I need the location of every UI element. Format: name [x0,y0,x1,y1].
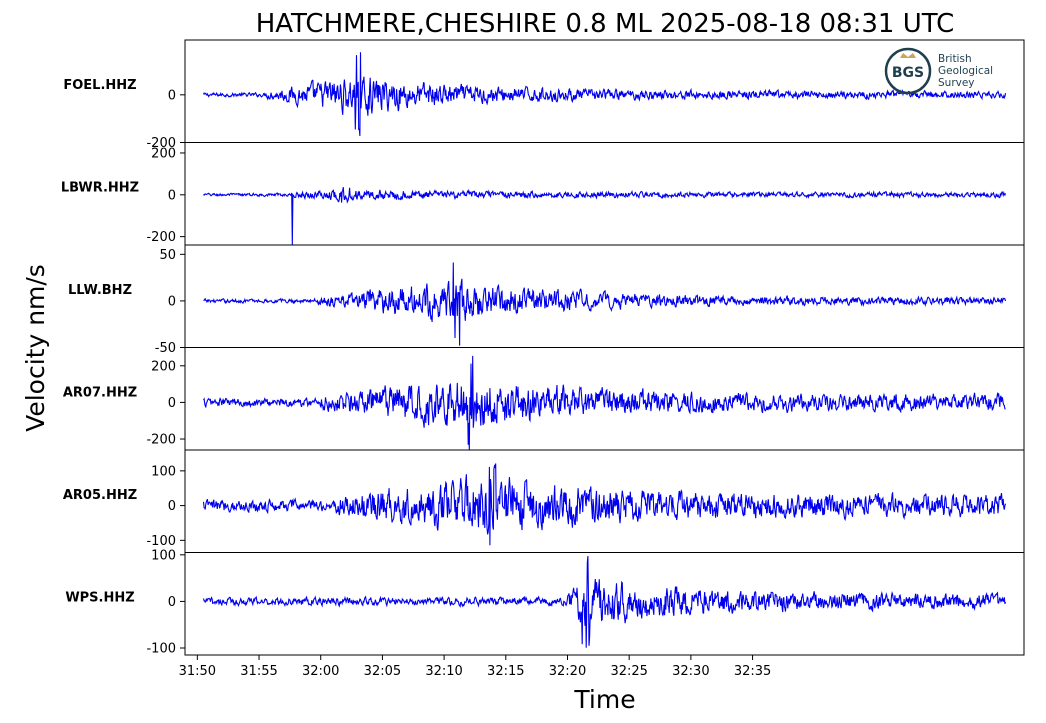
y-tick-label: -100 [146,534,176,549]
station-label: LLW.BHZ [68,283,132,298]
y-tick-label: -200 [146,136,176,151]
y-tick-label: 0 [168,396,176,411]
y-tick-label: 0 [168,188,176,203]
station-label: AR05.HHZ [63,488,137,503]
y-tick-label: 50 [159,248,176,263]
crown-icon [900,53,916,58]
y-tick-label: 0 [168,294,176,309]
y-tick-label: 200 [151,146,176,161]
x-tick-label: 32:35 [734,664,771,679]
x-tick-label: 32:00 [302,664,339,679]
waveform-trace [203,52,1007,136]
panel-lbwr-hhz: LBWR.HHZ 200 0 -200 [61,142,1025,246]
x-tick-label: 32:05 [364,664,401,679]
panel-ar07-hhz: AR07.HHZ 200 0 -200 [63,347,1025,451]
panel-llw-bhz: LLW.BHZ 50 0 -50 [68,244,1025,356]
waveform-trace [202,556,1007,648]
y-tick-label: -200 [146,433,176,448]
x-tick-label: 32:10 [425,664,462,679]
logo-text-line3: Survey [938,77,975,89]
y-tick-label: -200 [146,230,176,245]
station-label: FOEL.HHZ [63,78,136,93]
logo-text-line2: Geological [938,65,993,77]
waveform-trace [203,262,1007,346]
logo-monogram: BGS [892,65,924,81]
x-tick-label: 31:50 [179,664,216,679]
x-tick-label: 32:20 [549,664,586,679]
x-axis: 31:50 31:55 32:00 32:05 32:10 32:15 32:20 32:25… [179,655,771,679]
x-tick-label: 32:15 [487,664,524,679]
y-tick-label: 0 [168,499,176,514]
y-tick-label: 0 [168,595,176,610]
panel-ar05-hhz: AR05.HHZ 100 0 -100 [63,449,1025,553]
panel-frame [184,552,1025,656]
y-tick-label: 200 [151,359,176,374]
panel-frame [184,244,1025,348]
station-panels: FOEL.HHZ 0 -200 LBWR.HHZ 200 0 -200 LLW.BHZ 50 0 -… [61,39,1025,657]
logo-text-line1: British [938,53,972,65]
y-tick-label: -50 [155,341,176,356]
waveform-trace [202,463,1007,546]
station-label: LBWR.HHZ [61,181,139,196]
y-tick-label: -100 [146,642,176,657]
x-tick-label: 31:55 [240,664,277,679]
y-tick-label: 100 [151,548,176,563]
station-label: WPS.HHZ [65,591,134,606]
chart-title: HATCHMERE,CHESHIRE 0.8 ML 2025-08-18 08:… [256,9,955,39]
y-tick-label: 0 [168,88,176,103]
y-tick-label: 100 [151,464,176,479]
x-tick-label: 32:30 [672,664,709,679]
waveform-trace [203,355,1006,450]
y-axis-label: Velocity nm/s [21,264,50,432]
bgs-logo: BGS British Geological Survey [884,47,993,95]
x-tick-label: 32:25 [610,664,647,679]
logo-ring-icon [884,47,932,95]
waveform-trace [203,187,1007,245]
panel-foel-hhz: FOEL.HHZ 0 -200 [63,39,1025,151]
station-label: AR07.HHZ [63,386,137,401]
panel-wps-hhz: WPS.HHZ 100 0 -100 [65,548,1025,657]
x-axis-label: Time [573,685,635,714]
